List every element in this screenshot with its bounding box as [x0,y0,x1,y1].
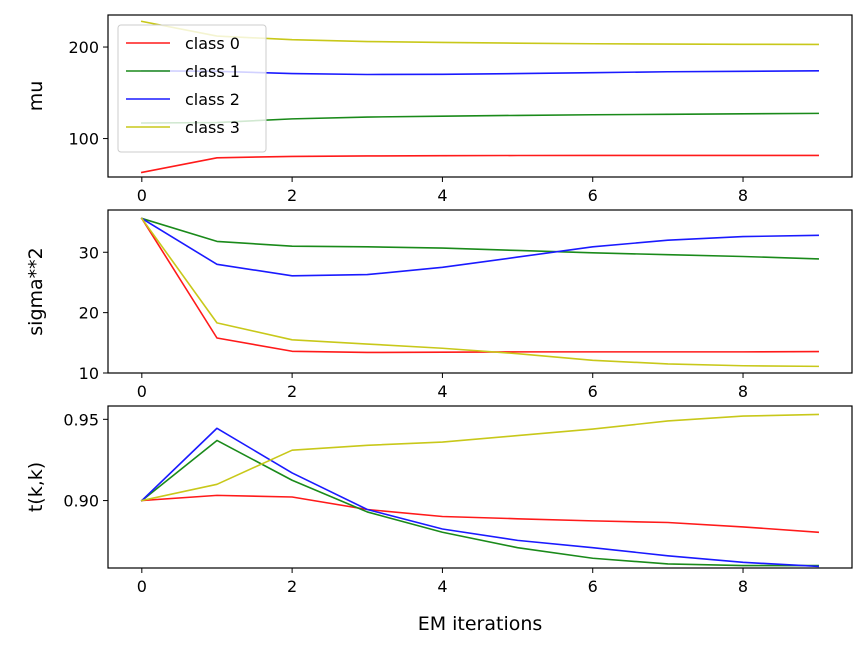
tkk-series-line-1 [140,439,819,567]
sigma-series-line-2 [140,217,819,277]
tkk-y-tick-label: 0.95 [63,410,99,429]
tkk-series-line-3 [140,413,819,502]
sigma-subplot: 0 2 4 6 8 10 20 30 sigma**2 [25,209,853,401]
mu-x-tick-label: 0 [137,186,147,205]
tkk-axes-frame [107,405,853,569]
mu-series-line-0 [140,154,819,174]
tkk-x-axis-label: EM iterations [418,613,543,635]
tkk-series-line-0 [140,494,820,534]
sigma-x-tick-label: 6 [588,382,598,401]
mu-y-tick-label: 200 [68,38,99,57]
tkk-y-tick-label: 0.90 [63,492,99,511]
sigma-series-line-3 [140,217,819,368]
tkk-x-tick-label: 4 [437,577,447,596]
tkk-x-tick-label: 8 [738,577,748,596]
tkk-series-line-2 [140,427,820,568]
tkk-y-axis-label: t(k,k) [25,462,47,512]
sigma-series-line-1 [140,217,820,260]
legend-label-3: class 3 [185,118,240,137]
sigma-x-tick-label: 8 [738,382,748,401]
mu-x-tick-label: 8 [738,186,748,205]
sigma-axes-frame [107,209,853,374]
tkk-subplot: 0 2 4 6 8 0.90 0.95 t(k,k) EM iterations [25,405,853,635]
sigma-y-tick-label: 20 [79,304,99,323]
mu-x-tick-label: 4 [437,186,447,205]
sigma-x-tick-label: 2 [287,382,297,401]
sigma-x-tick-label: 4 [437,382,447,401]
mu-x-tick-label: 6 [588,186,598,205]
legend-label-0: class 0 [185,34,240,53]
legend-box [117,24,267,153]
sigma-series-line-0 [140,217,819,354]
sigma-y-tick-label: 30 [79,243,99,262]
sigma-x-tick-label: 0 [137,382,147,401]
sigma-y-axis-label: sigma**2 [25,247,47,335]
legend-label-2: class 2 [185,90,240,109]
legend-label-1: class 1 [185,62,240,81]
sigma-y-tick-label: 10 [79,364,99,383]
mu-y-tick-label: 100 [68,130,99,149]
tkk-x-tick-label: 2 [287,577,297,596]
tkk-x-tick-label: 6 [588,577,598,596]
mu-y-axis-label: mu [25,81,47,112]
mu-x-tick-label: 2 [287,186,297,205]
mu-axes-frame [107,14,853,178]
mu-legend: class 0 class 1 class 2 class 3 [117,24,267,153]
tkk-x-tick-label: 0 [137,577,147,596]
